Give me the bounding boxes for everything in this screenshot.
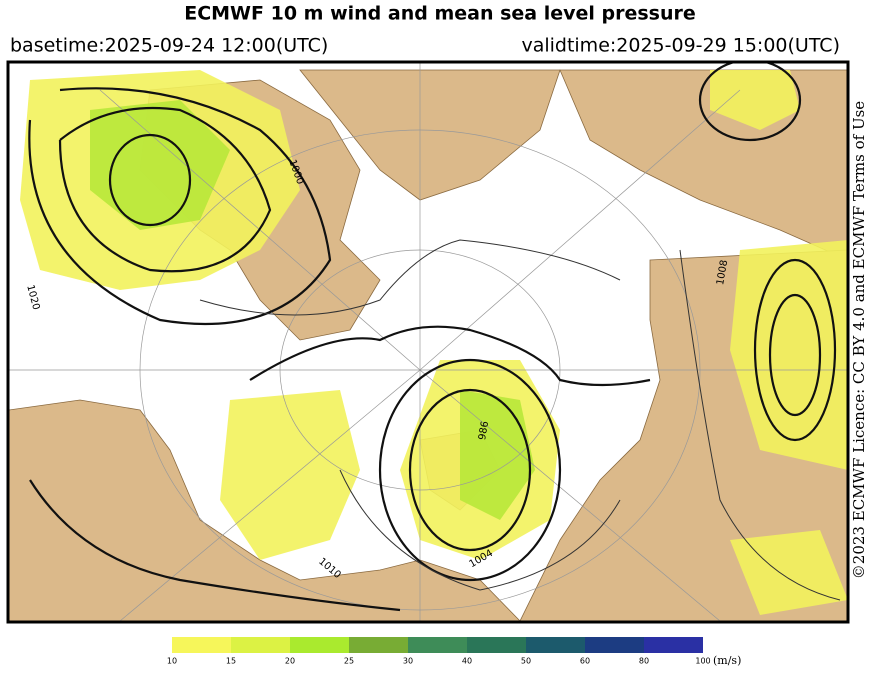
colorbar-segment (172, 637, 231, 653)
colorbar-segment (290, 637, 349, 653)
colorbar-tick-label: 50 (521, 657, 531, 666)
colorbar-tick-label: 15 (226, 657, 236, 666)
colorbar-tick-label: 25 (344, 657, 354, 666)
colorbar-tick-label: 100 (695, 657, 710, 666)
colorbar-tick-label: 80 (639, 657, 649, 666)
colorbar-tick-label: 30 (403, 657, 413, 666)
colorbar-tick-label: 60 (580, 657, 590, 666)
colorbar-segment (231, 637, 290, 653)
title: ECMWF 10 m wind and mean sea level press… (184, 3, 696, 25)
credit: ©2023 ECMWF Licence: CC BY 4.0 and ECMWF… (850, 101, 868, 580)
colorbar-tick-label: 20 (285, 657, 295, 666)
colorbar: 10 15 20 25 30 40 50 60 80 100 (m/s) (167, 637, 741, 667)
isobar-label: 1008 (715, 259, 730, 286)
colorbar-segment (408, 637, 467, 653)
basetime: basetime:2025-09-24 12:00(UTC) (10, 35, 328, 57)
colorbar-unit: (m/s) (713, 654, 741, 667)
colorbar-segment (585, 637, 644, 653)
colorbar-tick-label: 40 (462, 657, 472, 666)
map: 1000 1020 1004 1010 986 1008 (6, 60, 850, 624)
colorbar-segment (526, 637, 585, 653)
colorbar-tick-label: 10 (167, 657, 177, 666)
colorbar-segment (349, 637, 408, 653)
colorbar-segment (467, 637, 526, 653)
validtime: validtime:2025-09-29 15:00(UTC) (521, 35, 840, 57)
isobar-label: 986 (477, 420, 491, 441)
colorbar-segment (644, 637, 703, 653)
